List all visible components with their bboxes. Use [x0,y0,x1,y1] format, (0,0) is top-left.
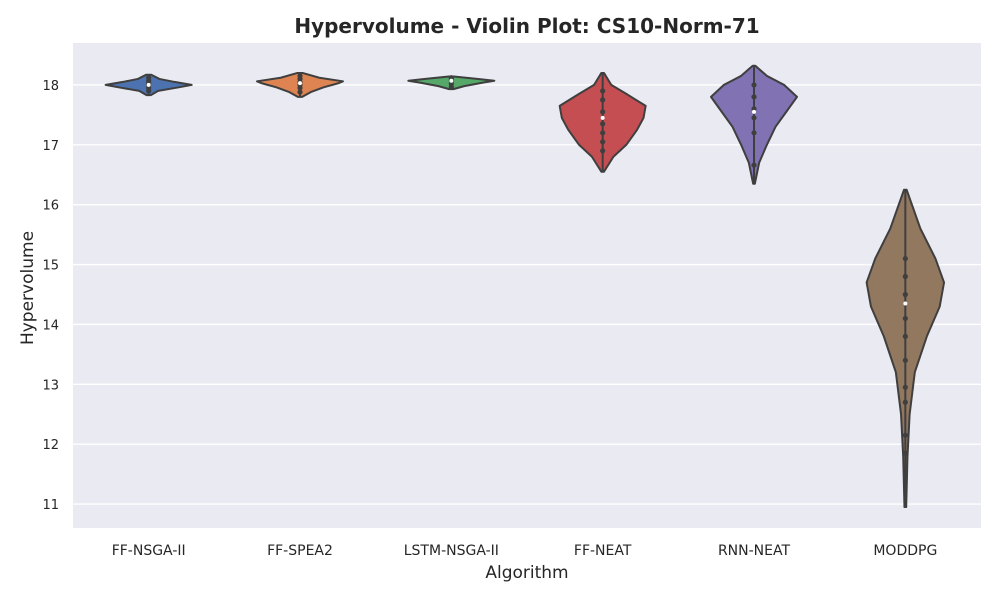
violin-point [902,450,908,456]
x-tick-label: MODDPG [873,543,937,559]
violin-point [600,148,606,154]
violin-median [600,115,605,120]
violin-lstm-nsga-ii [407,75,496,91]
violin-ff-neat [558,71,647,173]
violin-point [600,97,606,103]
x-tick-labels: FF-NSGA-II FF-SPEA2 LSTM-NSGA-II FF-NEAT RNN… [112,543,938,559]
violin-point [297,73,303,79]
violin-point [751,162,757,168]
violin-point [600,130,606,136]
y-tick-label: 18 [42,79,59,94]
violin-point [902,255,908,262]
grid-lines [73,84,981,505]
violin-point [902,333,908,339]
violin-ff-nsga-ii [104,73,193,97]
y-tick-label: 16 [42,199,59,214]
y-tick-label: 11 [42,498,59,513]
violin-point [600,109,606,115]
violin-median [298,81,302,86]
violins [104,64,946,509]
violin-point [751,130,757,136]
violin-point [600,121,606,127]
x-tick-label: FF-SPEA2 [267,543,333,559]
y-tick-label: 15 [42,259,59,274]
violin-point [902,384,908,390]
plot-background [73,43,981,528]
x-tick-label: FF-NSGA-II [112,543,186,559]
x-tick-label: FF-NEAT [574,543,632,559]
y-tick-label: 17 [42,139,59,154]
violin-median [903,301,908,306]
violin-median [752,109,756,114]
violin-point [600,88,606,94]
violin-point [297,89,303,95]
x-axis-label: Algorithm [485,563,568,583]
violin-point [751,94,757,100]
x-tick-label: RNN-NEAT [718,543,791,559]
y-tick-label: 14 [42,318,59,333]
violin-point [902,291,908,298]
violin-point [902,399,908,405]
violin-point [448,75,454,81]
violin-median [146,82,151,87]
violin-moddpg [865,188,946,509]
violin-point [751,82,757,88]
violin-median [449,78,454,83]
chart-title: Hypervolume - Violin Plot: CS10-Norm-71 [294,14,759,38]
violin-point [902,273,908,280]
violin-point [902,432,908,438]
violin-point [600,139,606,145]
violin-point [902,315,908,322]
violin-point [146,75,152,81]
y-tick-labels: 11 12 13 14 15 16 17 18 [42,79,59,513]
x-tick-label: LSTM-NSGA-II [404,543,499,559]
y-tick-label: 12 [42,438,59,453]
y-axis-label: Hypervolume [18,231,38,345]
violin-point [902,357,908,363]
violin-ff-spea2 [256,71,344,98]
violin-rnn-neat [710,64,798,185]
y-tick-label: 13 [42,378,59,393]
violin-point [751,106,757,112]
violin-point [751,115,757,121]
